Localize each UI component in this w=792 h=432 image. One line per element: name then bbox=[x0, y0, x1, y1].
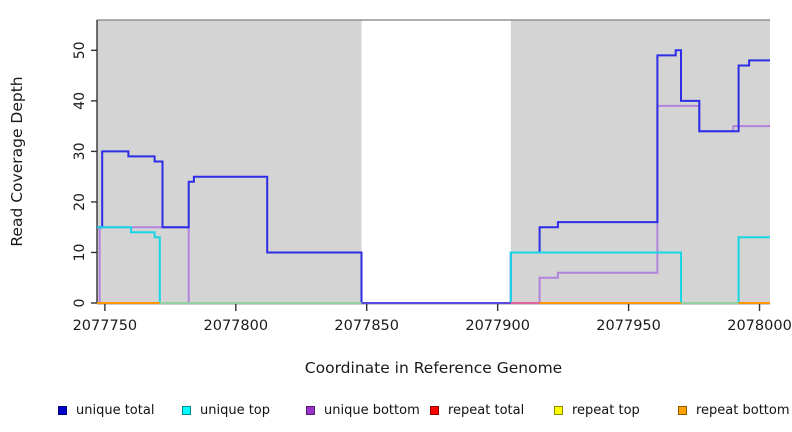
legend-item-repeat-top: repeat top bbox=[554, 403, 678, 418]
legend-swatch-icon bbox=[554, 405, 563, 415]
x-axis-title: Coordinate in Reference Genome bbox=[305, 359, 562, 377]
y-tick-label: 40 bbox=[72, 92, 88, 110]
legend-label: repeat bottom bbox=[696, 402, 790, 418]
legend-label: unique top bbox=[200, 402, 271, 418]
y-tick-label: 10 bbox=[72, 244, 88, 262]
shaded-region bbox=[510, 20, 770, 303]
x-tick-label: 2077850 bbox=[334, 318, 399, 334]
legend-label: unique bottom bbox=[324, 402, 420, 418]
shaded-region bbox=[97, 20, 362, 303]
legend-label: repeat total bbox=[448, 402, 525, 418]
legend-label: repeat top bbox=[572, 402, 640, 418]
legend-swatch-icon bbox=[430, 405, 439, 415]
legend: unique total unique top unique bottom repea… bbox=[0, 397, 792, 423]
legend-item-unique-top: unique top bbox=[182, 403, 306, 418]
x-tick-label: 2078000 bbox=[727, 318, 792, 334]
legend-swatch-icon bbox=[306, 405, 315, 415]
x-tick-label: 2077800 bbox=[204, 318, 269, 334]
x-tick-label: 2077900 bbox=[465, 318, 530, 334]
legend-item-unique-total: unique total bbox=[58, 403, 182, 418]
y-tick-label: 30 bbox=[72, 142, 88, 160]
legend-swatch-icon bbox=[182, 405, 191, 415]
x-tick-label: 2077950 bbox=[596, 318, 661, 334]
y-tick-label: 20 bbox=[72, 193, 88, 211]
legend-label: unique total bbox=[76, 402, 155, 418]
y-tick-label: 0 bbox=[72, 299, 88, 308]
legend-item-repeat-total: repeat total bbox=[430, 403, 554, 418]
legend-swatch-icon bbox=[678, 405, 687, 415]
x-tick-label: 2077750 bbox=[73, 318, 138, 334]
legend-item-unique-bottom: unique bottom bbox=[306, 403, 430, 418]
y-tick-label: 50 bbox=[72, 41, 88, 59]
y-axis-title: Read Coverage Depth bbox=[8, 76, 26, 246]
legend-swatch-icon bbox=[58, 405, 67, 415]
coverage-plot: 0 10 20 30 40 50 2077750 2077800 2077850 2077900 2… bbox=[8, 19, 792, 377]
legend-item-repeat-bottom: repeat bottom bbox=[678, 403, 792, 418]
